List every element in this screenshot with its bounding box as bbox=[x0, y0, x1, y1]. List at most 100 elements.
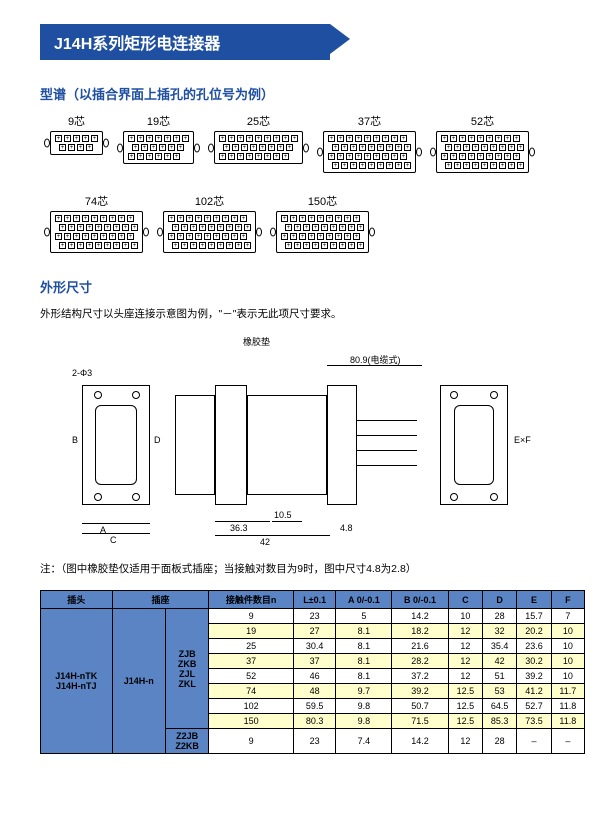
cell-n: 52 bbox=[209, 669, 294, 684]
label-2phi3: 2-Φ3 bbox=[72, 368, 92, 378]
cell-D: 64.5 bbox=[483, 699, 517, 714]
cell-E: 23.6 bbox=[517, 639, 551, 654]
cell-A: 9.8 bbox=[336, 699, 392, 714]
cell-E: 52.7 bbox=[517, 699, 551, 714]
cell-D: 28 bbox=[483, 609, 517, 624]
cell-F: 11.8 bbox=[551, 714, 584, 729]
cell-A: 8.1 bbox=[336, 639, 392, 654]
cell-n: 9 bbox=[209, 609, 294, 624]
connector-diagram bbox=[50, 211, 143, 253]
pin-label: 9芯 bbox=[68, 113, 85, 129]
cell-E: 39.2 bbox=[517, 669, 551, 684]
connector-diagram bbox=[123, 131, 194, 164]
cell-C: 12 bbox=[448, 624, 482, 639]
table-row: J14H-nTKJ14H-nTJJ14H-nZJBZKBZJLZKL923514… bbox=[41, 609, 585, 624]
cell-B: 14.2 bbox=[392, 609, 448, 624]
pin-layout-19: 19芯 bbox=[123, 113, 194, 173]
cell-F: 11.7 bbox=[551, 684, 584, 699]
cell-n: 102 bbox=[209, 699, 294, 714]
cell-F: 10 bbox=[551, 654, 584, 669]
dim-ExF: E×F bbox=[514, 435, 531, 445]
pin-layout-25: 25芯 bbox=[214, 113, 303, 173]
cell-L: 59.5 bbox=[293, 699, 336, 714]
cell-L: 46 bbox=[293, 669, 336, 684]
cell-D: 53 bbox=[483, 684, 517, 699]
cell-C: 12 bbox=[448, 639, 482, 654]
pin-layout-grid: 9芯 19芯 25芯 37芯 52芯 74芯 102芯 150芯 bbox=[40, 113, 585, 253]
cell-F: 7 bbox=[551, 609, 584, 624]
pin-layout-52: 52芯 bbox=[436, 113, 529, 173]
cell-C: 12 bbox=[448, 669, 482, 684]
cell-C: 12 bbox=[448, 729, 482, 754]
cell-B: 71.5 bbox=[392, 714, 448, 729]
th-socket: 插座 bbox=[112, 591, 209, 609]
th-n: 接触件数目n bbox=[209, 591, 294, 609]
cell-B: 18.2 bbox=[392, 624, 448, 639]
page-title-banner: J14H系列矩形电连接器 bbox=[40, 24, 330, 60]
cell-E: – bbox=[517, 729, 551, 754]
cell-B: 39.2 bbox=[392, 684, 448, 699]
cell-n: 25 bbox=[209, 639, 294, 654]
cell-D: 35.4 bbox=[483, 639, 517, 654]
th-B: B 0/-0.1 bbox=[392, 591, 448, 609]
dim-42: 42 bbox=[260, 537, 270, 547]
dim-D: D bbox=[154, 435, 161, 445]
th-F: F bbox=[551, 591, 584, 609]
dim-48: 4.8 bbox=[340, 523, 353, 533]
section-pinmap-title: 型谱（以插合界面上插孔的孔位号为例） bbox=[40, 84, 585, 103]
th-E: E bbox=[517, 591, 551, 609]
dim-363: 36.3 bbox=[230, 523, 248, 533]
th-D: D bbox=[483, 591, 517, 609]
pin-layout-74: 74芯 bbox=[50, 193, 143, 253]
connector-diagram bbox=[163, 211, 256, 253]
drawing-note: 注：（图中橡胶垫仅适用于面板式插座；当接触对数目为9时，图中尺寸4.8为2.8） bbox=[40, 561, 585, 576]
dim-105: 10.5 bbox=[274, 510, 292, 520]
cell-D: 85.3 bbox=[483, 714, 517, 729]
pin-label: 52芯 bbox=[471, 113, 494, 129]
cell-F: 10 bbox=[551, 669, 584, 684]
cell-C: 12 bbox=[448, 654, 482, 669]
dim-B: B bbox=[72, 435, 78, 445]
pin-label: 150芯 bbox=[308, 193, 337, 209]
cell-B: 50.7 bbox=[392, 699, 448, 714]
cell-A: 8.1 bbox=[336, 654, 392, 669]
th-C: C bbox=[448, 591, 482, 609]
connector-diagram bbox=[436, 131, 529, 173]
connector-diagram bbox=[276, 211, 369, 253]
cell-L: 37 bbox=[293, 654, 336, 669]
dimensions-table: 插头 插座 接触件数目n L±0.1 A 0/-0.1 B 0/-0.1 C D… bbox=[40, 590, 585, 754]
cell-F: 10 bbox=[551, 624, 584, 639]
cell-n: 19 bbox=[209, 624, 294, 639]
dim-C: C bbox=[110, 535, 117, 545]
cell-socket-model: J14H-n bbox=[112, 609, 165, 754]
section-dims-subtitle: 外形结构尺寸以头座连接示意图为例，"－"表示无此项尺寸要求。 bbox=[40, 306, 585, 321]
cell-n: 74 bbox=[209, 684, 294, 699]
th-L: L±0.1 bbox=[293, 591, 336, 609]
cell-E: 73.5 bbox=[517, 714, 551, 729]
cell-A: 8.1 bbox=[336, 669, 392, 684]
cell-L: 30.4 bbox=[293, 639, 336, 654]
connector-diagram bbox=[323, 131, 416, 173]
cell-A: 9.7 bbox=[336, 684, 392, 699]
cell-D: 28 bbox=[483, 729, 517, 754]
cell-E: 15.7 bbox=[517, 609, 551, 624]
cell-C: 12.5 bbox=[448, 714, 482, 729]
cell-plug-models: J14H-nTKJ14H-nTJ bbox=[41, 609, 113, 754]
cell-B: 21.6 bbox=[392, 639, 448, 654]
pin-label: 102芯 bbox=[195, 193, 224, 209]
cell-F: 10 bbox=[551, 639, 584, 654]
cell-n: 9 bbox=[209, 729, 294, 754]
cell-F: 11.8 bbox=[551, 699, 584, 714]
cell-C: 12.5 bbox=[448, 699, 482, 714]
cell-C: 10 bbox=[448, 609, 482, 624]
cell-B: 37.2 bbox=[392, 669, 448, 684]
cell-A: 5 bbox=[336, 609, 392, 624]
cell-B: 28.2 bbox=[392, 654, 448, 669]
cell-D: 32 bbox=[483, 624, 517, 639]
pin-label: 74芯 bbox=[85, 193, 108, 209]
cell-A: 7.4 bbox=[336, 729, 392, 754]
pin-label: 19芯 bbox=[147, 113, 170, 129]
pin-layout-37: 37芯 bbox=[323, 113, 416, 173]
pin-layout-9: 9芯 bbox=[50, 113, 103, 173]
cell-C: 12.5 bbox=[448, 684, 482, 699]
